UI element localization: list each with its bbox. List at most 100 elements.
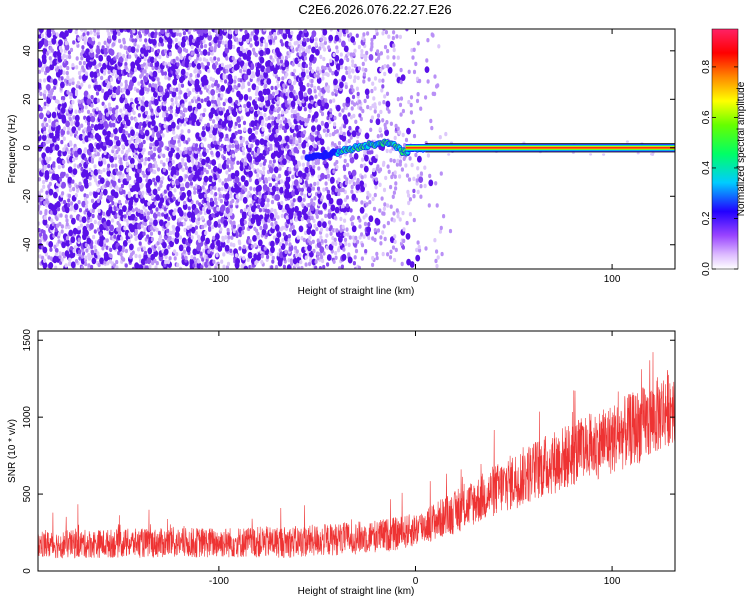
- spectrogram-cell: [213, 135, 217, 141]
- spectrogram-cell: [325, 233, 329, 238]
- spectrogram-cell: [238, 106, 242, 112]
- spectrogram-cell: [144, 110, 149, 116]
- spectrogram-cell: [176, 74, 180, 80]
- spectrogram-cell: [358, 113, 362, 118]
- spectrogram-cell: [406, 127, 411, 135]
- spectrogram-cell: [201, 185, 205, 190]
- spectrogram-cell: [43, 164, 48, 169]
- spectrogram-cell: [407, 69, 411, 75]
- spectrogram-cell: [78, 99, 82, 105]
- spectrogram-cell: [290, 147, 295, 152]
- spectrogram-cell: [317, 174, 321, 179]
- spectrogram-cell: [374, 29, 379, 33]
- spectrogram-cell: [319, 227, 324, 232]
- spectrogram-cell: [42, 232, 47, 238]
- spectrogram-cell: [316, 251, 320, 256]
- spectrogram-cell: [124, 99, 128, 105]
- spectrogram-cell: [90, 171, 94, 176]
- spectrogram-cell: [156, 240, 160, 246]
- spectrogram-cell: [378, 101, 382, 106]
- spectrogram-cell: [297, 170, 303, 178]
- spectrogram-cell: [309, 258, 313, 263]
- spectrogram-cell: [426, 79, 430, 84]
- spectrogram-cell: [363, 183, 367, 188]
- spectrogram-cell: [303, 193, 307, 199]
- spectrogram-cell: [267, 115, 271, 121]
- spectrogram-cell: [48, 56, 52, 61]
- spectrogram-cell: [184, 108, 188, 113]
- spectrogram-cell: [117, 245, 123, 252]
- spectrogram-cell: [80, 265, 85, 269]
- spectrogram-cell: [318, 266, 322, 269]
- spectrogram-cell: [381, 230, 385, 235]
- spectrogram-cell: [77, 37, 81, 42]
- spectrogram-cell: [320, 172, 325, 180]
- spectrogram-cell: [116, 220, 120, 226]
- spectrogram-cell: [46, 200, 50, 205]
- spectrogram-cell: [172, 58, 176, 64]
- spectrogram-cell: [244, 156, 248, 161]
- spectrogram-cell: [407, 193, 411, 198]
- spectrogram-cell: [140, 130, 144, 136]
- spectrogram-cell: [139, 121, 143, 127]
- spectrogram-cell: [55, 201, 61, 208]
- spectrogram-cell: [197, 184, 201, 190]
- spectrogram-cell: [235, 99, 239, 105]
- spectrogram-cell: [118, 56, 124, 63]
- spectrogram-cell: [204, 193, 208, 198]
- colorbar-label: Normalized spectral amplitude: [736, 81, 747, 216]
- spectrogram-cell: [254, 39, 260, 47]
- spectrogram-cell: [183, 92, 189, 100]
- spectrogram-cell: [91, 257, 97, 265]
- spectrogram-cell: [119, 82, 123, 87]
- spectrogram-cell: [216, 97, 221, 102]
- spectrogram-cell: [169, 86, 173, 92]
- spectrogram-cell: [382, 206, 386, 211]
- spectrogram-cell: [201, 158, 206, 166]
- spectrogram-cell: [296, 149, 300, 154]
- spectrogram-cell: [381, 78, 385, 83]
- spectrogram-cell: [91, 36, 95, 42]
- spectrogram-cell: [279, 186, 284, 194]
- spectrogram-cell: [229, 242, 233, 247]
- spectrogram-cell: [382, 29, 386, 32]
- spectrogram-cell: [166, 259, 171, 265]
- spectrogram-cell: [250, 244, 254, 249]
- spectrogram-cell: [81, 65, 85, 70]
- spectrogram-cell: [38, 221, 41, 226]
- spectrogram-cell: [219, 198, 223, 204]
- spectrogram-cell: [282, 83, 286, 88]
- spectrogram-cell: [242, 136, 246, 142]
- spectrogram-cell: [62, 147, 66, 152]
- spectrogram-cell: [337, 266, 342, 269]
- spectrogram-cell: [143, 250, 148, 256]
- spectrogram-cell: [378, 208, 382, 213]
- spectrogram-cell: [369, 106, 373, 111]
- spectrogram-cell: [346, 57, 350, 63]
- spectrogram-cell: [41, 168, 45, 173]
- spectrogram-cell: [145, 72, 149, 78]
- spectrogram-cell: [138, 29, 142, 32]
- spectrogram-cell: [242, 48, 246, 54]
- spectrogram-cell: [300, 191, 304, 196]
- spectrogram-cell: [164, 254, 168, 260]
- spectrogram-cell: [246, 153, 252, 160]
- spectrogram-cell: [444, 131, 448, 137]
- spectrogram-cell: [38, 82, 42, 89]
- spectrogram-cell: [404, 163, 408, 168]
- spectrogram-cell: [250, 120, 256, 128]
- spectrogram-cell: [96, 34, 100, 39]
- spectrogram-cell: [146, 115, 150, 120]
- spectrogram-cell: [312, 201, 316, 207]
- spectrogram-cell: [80, 29, 84, 32]
- spectrogram-cell: [118, 171, 122, 176]
- spectrogram-cell: [64, 214, 68, 219]
- spectrogram-cell: [111, 33, 117, 41]
- spectrogram-cell: [96, 29, 100, 33]
- spectrogram-cell: [103, 251, 109, 259]
- spectrogram-cell: [322, 56, 326, 62]
- spectrogram-cell: [310, 215, 314, 221]
- spectrogram-cell: [323, 65, 327, 71]
- spectrogram-cell: [387, 34, 391, 39]
- spectrogram-cell: [310, 198, 314, 203]
